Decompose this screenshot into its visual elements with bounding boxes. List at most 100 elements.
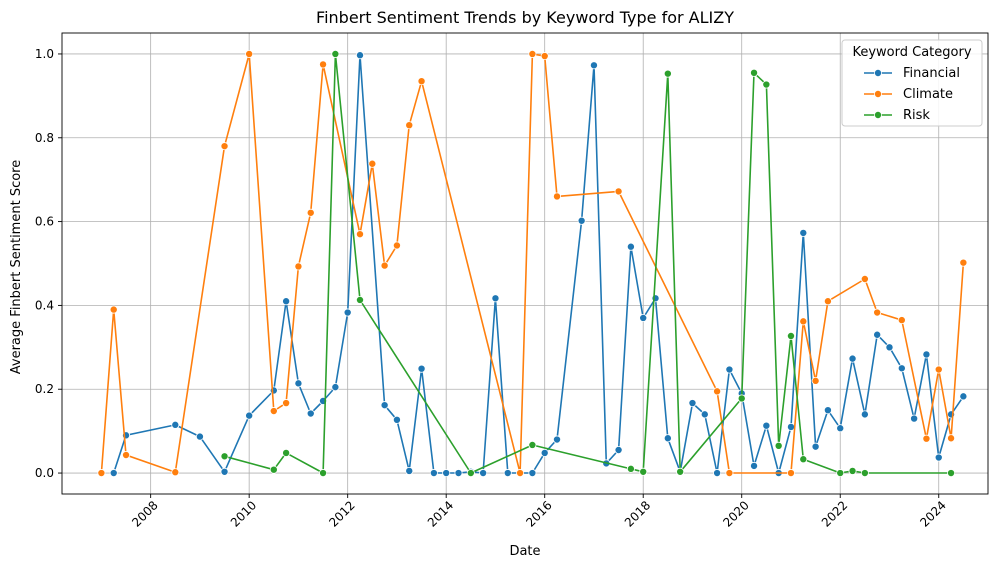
legend-box: [841, 39, 983, 127]
y-axis-label: Average Finbert Sentiment Score: [9, 160, 24, 374]
data-point-risk: [750, 68, 759, 77]
data-point-climate: [245, 49, 254, 58]
legend-title: Keyword Category: [852, 45, 971, 60]
chart-title: Finbert Sentiment Trends by Keyword Type…: [316, 8, 734, 27]
data-point-financial: [860, 410, 869, 419]
data-point-climate: [528, 49, 537, 58]
data-point-risk: [799, 455, 808, 464]
data-point-climate: [614, 187, 623, 196]
data-point-financial: [355, 51, 364, 60]
data-point-climate: [823, 297, 832, 306]
data-point-climate: [417, 77, 426, 86]
data-point-climate: [368, 159, 377, 168]
data-point-financial: [589, 61, 598, 70]
series-line-risk: [224, 53, 952, 474]
data-point-financial: [614, 445, 623, 454]
y-tick-label: 0.0: [35, 466, 54, 480]
data-point-financial: [786, 422, 795, 431]
data-point-climate: [355, 230, 364, 239]
data-point-risk: [836, 469, 845, 478]
x-tick-label: 2020: [720, 498, 751, 529]
data-point-risk: [848, 466, 857, 475]
x-tick-label: 2012: [326, 498, 357, 529]
data-point-climate: [122, 451, 131, 460]
data-point-climate: [947, 434, 956, 443]
data-point-risk: [774, 441, 783, 450]
series-line-climate: [100, 53, 965, 474]
data-point-climate: [516, 469, 525, 478]
data-point-financial: [245, 411, 254, 420]
data-point-risk: [663, 69, 672, 78]
data-point-financial: [491, 294, 500, 303]
series-risk: [220, 49, 956, 478]
data-point-financial: [725, 365, 734, 374]
data-point-financial: [503, 469, 512, 478]
data-point-financial: [910, 414, 919, 423]
data-point-financial: [442, 469, 451, 478]
x-tick-label: 2010: [228, 498, 259, 529]
data-point-financial: [885, 343, 894, 352]
series-financial: [109, 51, 968, 478]
x-tick-label: 2014: [425, 498, 456, 529]
data-point-climate: [380, 261, 389, 270]
y-tick-label: 0.4: [35, 298, 54, 312]
data-point-climate: [713, 387, 722, 396]
data-point-financial: [700, 410, 709, 419]
data-point-climate: [934, 365, 943, 374]
data-point-financial: [873, 330, 882, 339]
data-point-financial: [540, 448, 549, 457]
data-point-financial: [269, 386, 278, 395]
data-point-climate: [860, 275, 869, 284]
data-point-climate: [553, 192, 562, 201]
legend: Keyword Category Financial Climate Risk: [841, 39, 983, 127]
data-point-risk: [331, 49, 340, 58]
data-point-climate: [811, 376, 820, 385]
data-point-climate: [405, 121, 414, 130]
data-point-financial: [405, 466, 414, 475]
data-point-risk: [737, 394, 746, 403]
data-point-climate: [725, 469, 734, 478]
data-point-risk: [528, 440, 537, 449]
data-point-financial: [750, 461, 759, 470]
data-point-climate: [171, 468, 180, 477]
data-point-risk: [786, 332, 795, 341]
data-point-financial: [934, 453, 943, 462]
data-point-climate: [306, 208, 315, 217]
data-point-financial: [823, 406, 832, 415]
data-point-financial: [577, 216, 586, 225]
data-point-financial: [454, 469, 463, 478]
data-point-risk: [319, 469, 328, 478]
x-tick-label: 2016: [523, 498, 554, 529]
plot-frame: [61, 32, 989, 495]
data-point-financial: [626, 242, 635, 251]
data-point-climate: [109, 305, 118, 314]
data-point-financial: [380, 401, 389, 410]
y-tick-label: 0.8: [35, 131, 54, 145]
data-point-financial: [294, 379, 303, 388]
legend-label-risk: Risk: [903, 108, 930, 123]
series-layer: [97, 49, 968, 478]
data-point-risk: [355, 295, 364, 304]
data-point-risk: [860, 469, 869, 478]
data-point-climate: [922, 434, 931, 443]
data-point-financial: [429, 469, 438, 478]
data-point-financial: [836, 424, 845, 433]
data-point-financial: [171, 420, 180, 429]
data-point-financial: [528, 469, 537, 478]
data-point-financial: [762, 421, 771, 430]
legend-marker-climate: [874, 90, 883, 99]
y-tick-label: 1.0: [35, 47, 54, 61]
x-tick-label: 2024: [917, 498, 948, 529]
data-point-financial: [553, 435, 562, 444]
data-point-climate: [540, 52, 549, 61]
y-tick-label: 0.6: [35, 215, 54, 229]
data-point-risk: [676, 467, 685, 476]
data-point-climate: [959, 258, 968, 267]
data-point-financial: [331, 383, 340, 392]
data-point-financial: [639, 313, 648, 322]
data-point-financial: [109, 469, 118, 478]
data-point-financial: [897, 364, 906, 373]
data-point-risk: [639, 467, 648, 476]
